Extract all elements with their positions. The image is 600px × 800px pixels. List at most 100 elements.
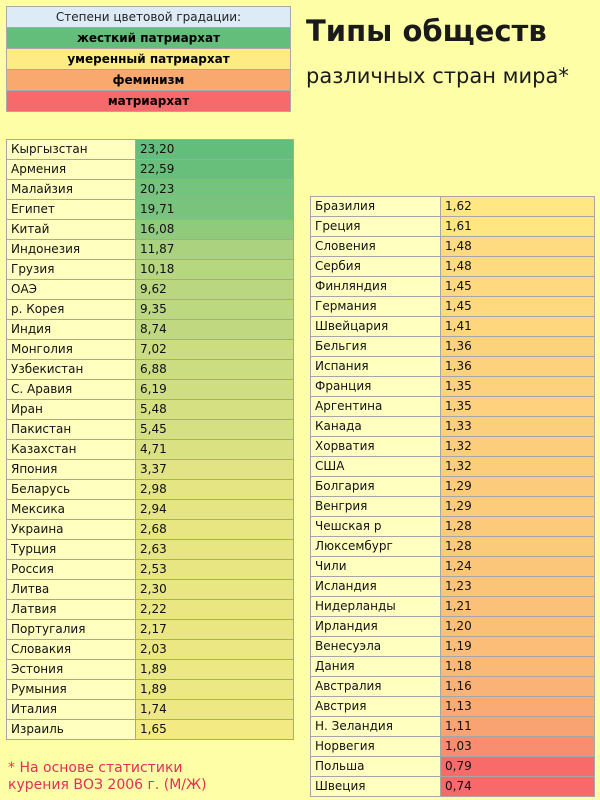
- value-cell: 19,71: [135, 199, 294, 220]
- table-row: Германия 1,45: [310, 296, 595, 317]
- footnote-line-2: курения ВОЗ 2006 г. (М/Ж): [8, 777, 207, 793]
- value-cell: 1,32: [440, 456, 595, 477]
- value-cell: 22,59: [135, 159, 294, 180]
- value-cell: 2,03: [135, 639, 294, 660]
- value-cell: 1,48: [440, 236, 595, 257]
- value-cell: 1,65: [135, 719, 294, 740]
- country-cell: Германия: [310, 296, 441, 317]
- country-cell: Канада: [310, 416, 441, 437]
- legend-item-feminism: феминизм: [6, 69, 291, 91]
- value-cell: 6,88: [135, 359, 294, 380]
- value-cell: 2,68: [135, 519, 294, 540]
- country-cell: Япония: [6, 459, 136, 480]
- value-cell: 1,45: [440, 276, 595, 297]
- table-row: США 1,32: [310, 456, 595, 477]
- country-cell: Россия: [6, 559, 136, 580]
- value-cell: 1,35: [440, 376, 595, 397]
- value-cell: 1,21: [440, 596, 595, 617]
- table-row: Бельгия 1,36: [310, 336, 595, 357]
- footnote: * На основе статистики курения ВОЗ 2006 …: [8, 760, 207, 794]
- value-cell: 6,19: [135, 379, 294, 400]
- country-cell: Нидерланды: [310, 596, 441, 617]
- country-cell: Болгария: [310, 476, 441, 497]
- table-row: Ирландия 1,20: [310, 616, 595, 637]
- value-cell: 5,48: [135, 399, 294, 420]
- value-cell: 9,35: [135, 299, 294, 320]
- country-cell: Беларусь: [6, 479, 136, 500]
- country-cell: Финляндия: [310, 276, 441, 297]
- legend-item-strict-patriarchy: жесткий патриархат: [6, 27, 291, 49]
- country-cell: Бразилия: [310, 196, 441, 217]
- table-row: Эстония 1,89: [6, 659, 294, 680]
- country-cell: Украина: [6, 519, 136, 540]
- table-row: С. Аравия 6,19: [6, 379, 294, 400]
- value-cell: 7,02: [135, 339, 294, 360]
- table-row: Хорватия 1,32: [310, 436, 595, 457]
- country-cell: Монголия: [6, 339, 136, 360]
- value-cell: 2,63: [135, 539, 294, 560]
- table-row: Грузия 10,18: [6, 259, 294, 280]
- table-row: Турция 2,63: [6, 539, 294, 560]
- country-cell: Словакия: [6, 639, 136, 660]
- table-row: Нидерланды 1,21: [310, 596, 595, 617]
- country-cell: Швейцария: [310, 316, 441, 337]
- value-cell: 2,53: [135, 559, 294, 580]
- country-cell: Грузия: [6, 259, 136, 280]
- table-row: Израиль 1,65: [6, 719, 294, 740]
- table-row: Норвегия 1,03: [310, 736, 595, 757]
- value-cell: 1,03: [440, 736, 595, 757]
- table-row: Венесуэла 1,19: [310, 636, 595, 657]
- country-cell: Пакистан: [6, 419, 136, 440]
- value-cell: 2,30: [135, 579, 294, 600]
- value-cell: 1,28: [440, 536, 595, 557]
- country-cell: Дания: [310, 656, 441, 677]
- country-cell: США: [310, 456, 441, 477]
- country-cell: Турция: [6, 539, 136, 560]
- table-row: Австралия 1,16: [310, 676, 595, 697]
- country-cell: Эстония: [6, 659, 136, 680]
- country-cell: Испания: [310, 356, 441, 377]
- table-row: Латвия 2,22: [6, 599, 294, 620]
- table-row: Египет 19,71: [6, 199, 294, 220]
- country-cell: Греция: [310, 216, 441, 237]
- country-cell: Чили: [310, 556, 441, 577]
- table-row: Литва 2,30: [6, 579, 294, 600]
- table-row: Сербия 1,48: [310, 256, 595, 277]
- country-cell: Индия: [6, 319, 136, 340]
- left-country-table: Кыргызстан 23,20 Армения 22,59 Малайзия 20,23…: [6, 139, 294, 740]
- footnote-line-1: * На основе статистики: [8, 760, 183, 776]
- table-row: Кыргызстан 23,20: [6, 139, 294, 160]
- country-cell: Чешская р: [310, 516, 441, 537]
- table-row: Китай 16,08: [6, 219, 294, 240]
- country-cell: Латвия: [6, 599, 136, 620]
- value-cell: 1,35: [440, 396, 595, 417]
- value-cell: 1,33: [440, 416, 595, 437]
- value-cell: 2,98: [135, 479, 294, 500]
- value-cell: 1,13: [440, 696, 595, 717]
- value-cell: 2,22: [135, 599, 294, 620]
- value-cell: 1,36: [440, 356, 595, 377]
- value-cell: 3,37: [135, 459, 294, 480]
- country-cell: Швеция: [310, 776, 441, 797]
- country-cell: Израиль: [6, 719, 136, 740]
- table-row: Швеция 0,74: [310, 776, 595, 797]
- country-cell: Египет: [6, 199, 136, 220]
- table-row: Чешская р 1,28: [310, 516, 595, 537]
- table-row: р. Корея 9,35: [6, 299, 294, 320]
- table-row: Малайзия 20,23: [6, 179, 294, 200]
- legend-header: Степени цветовой градации:: [6, 6, 291, 28]
- country-cell: Сербия: [310, 256, 441, 277]
- table-row: Греция 1,61: [310, 216, 595, 237]
- value-cell: 1,16: [440, 676, 595, 697]
- country-cell: Австралия: [310, 676, 441, 697]
- country-cell: Италия: [6, 699, 136, 720]
- country-cell: Н. Зеландия: [310, 716, 441, 737]
- table-row: Индия 8,74: [6, 319, 294, 340]
- table-row: Н. Зеландия 1,11: [310, 716, 595, 737]
- table-row: Румыния 1,89: [6, 679, 294, 700]
- value-cell: 1,74: [135, 699, 294, 720]
- table-row: Индонезия 11,87: [6, 239, 294, 260]
- country-cell: р. Корея: [6, 299, 136, 320]
- country-cell: Бельгия: [310, 336, 441, 357]
- country-cell: Ирландия: [310, 616, 441, 637]
